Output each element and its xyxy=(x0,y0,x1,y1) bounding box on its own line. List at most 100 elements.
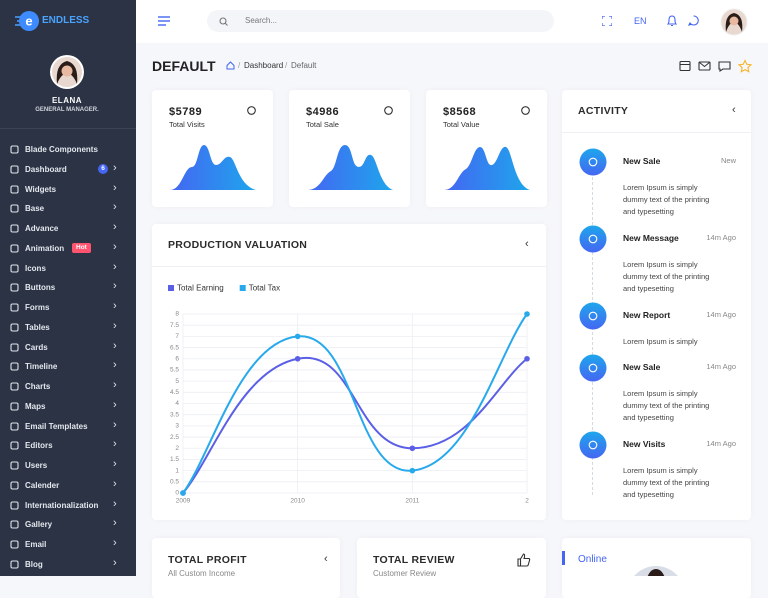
menu-item[interactable]: Gallery › xyxy=(0,517,136,532)
menu-label: Email Templates xyxy=(25,421,88,431)
y-tick-label: 2 xyxy=(175,445,179,452)
activity-time: 14m Ago xyxy=(706,310,736,319)
y-tick-label: 8 xyxy=(175,311,179,318)
chevron: › xyxy=(113,161,117,174)
y-tick-label: 1.5 xyxy=(170,456,179,463)
stat-icon xyxy=(247,106,256,115)
legend-swatch xyxy=(239,285,246,291)
menu-label: Dashboard xyxy=(25,164,67,174)
menu-label: Timeline xyxy=(25,362,58,372)
data-point xyxy=(409,445,416,452)
search-placeholder: Search... xyxy=(245,16,278,25)
thumb-icon xyxy=(517,553,531,567)
menu-item[interactable]: Cards › xyxy=(0,340,136,355)
icon-shape xyxy=(10,323,19,332)
menu-item[interactable]: Base › xyxy=(0,201,136,216)
home-icon[interactable] xyxy=(226,61,235,70)
bell-icon[interactable] xyxy=(667,15,677,27)
language[interactable]: EN xyxy=(634,16,647,26)
collapse-toggle[interactable]: ‹ xyxy=(324,553,328,565)
x-tick-label: 2010 xyxy=(290,498,305,505)
menu-icon xyxy=(10,481,19,490)
search-box[interactable]: Search... xyxy=(207,10,554,32)
menu-item[interactable]: Charts › xyxy=(0,379,136,394)
menu-item[interactable]: Widgets › xyxy=(0,181,136,197)
collapse-toggle[interactable]: ‹ xyxy=(732,104,736,116)
svg-text:e: e xyxy=(25,13,32,28)
sparkline xyxy=(307,145,393,190)
y-tick-label: 7.5 xyxy=(170,322,179,329)
activity-icon xyxy=(579,225,607,253)
menu-item[interactable]: Email Templates › xyxy=(0,419,136,434)
review-card: TOTAL REVIEW Customer Review xyxy=(357,538,546,598)
menu-item[interactable]: Dashboard 6 › xyxy=(0,161,136,177)
menu-badge: 6 xyxy=(98,164,108,175)
menu-item[interactable]: Forms › xyxy=(0,300,136,315)
icon-bg xyxy=(579,225,607,253)
menu-toggle[interactable] xyxy=(158,16,170,26)
activity-icon xyxy=(579,302,607,330)
chevron: › xyxy=(113,201,117,214)
chat-icon[interactable] xyxy=(688,15,699,26)
icon-shape xyxy=(10,283,19,292)
menu-item[interactable]: Blog › xyxy=(0,556,136,572)
menu-label: Users xyxy=(25,461,48,470)
menu-label: Maps xyxy=(25,401,46,411)
menu-item[interactable]: Blade Components xyxy=(0,143,136,157)
collapse-toggle[interactable]: ‹ xyxy=(525,238,529,250)
icon-shape xyxy=(588,234,598,244)
menu-label: Charts xyxy=(25,382,51,391)
activity-card: ACTIVITY ‹ New Sale New Lorem Ipsum is sim… xyxy=(562,90,751,520)
data-point xyxy=(524,311,530,317)
menu-badge: Hot xyxy=(72,243,91,254)
icon-shape xyxy=(10,560,19,569)
page: e ENDLESS ELANA GENERAL MANAGER. Blade C… xyxy=(0,0,753,578)
menu-item[interactable]: Tables › xyxy=(0,320,136,335)
legend-swatch xyxy=(168,285,174,291)
stat-value: $4986 xyxy=(306,106,340,118)
menu-item[interactable]: Editors › xyxy=(0,438,136,453)
menu-label: Buttons xyxy=(25,283,56,293)
menu-item[interactable]: Internationalization › xyxy=(0,497,136,513)
icon-shape xyxy=(10,184,19,194)
chevron: › xyxy=(113,438,117,451)
data-point xyxy=(294,333,301,340)
menu-item[interactable]: Advance › xyxy=(0,221,136,236)
header-actions xyxy=(679,59,753,73)
activity-icon xyxy=(579,354,607,382)
menu-item[interactable]: Users › xyxy=(0,458,136,473)
menu-item[interactable]: Icons › xyxy=(0,261,136,276)
activity-title: New Report xyxy=(623,310,671,320)
fullscreen-icon[interactable] xyxy=(602,16,612,26)
breadcrumb-link[interactable]: Dashboard xyxy=(244,61,284,70)
calendar-icon[interactable] xyxy=(679,60,691,72)
menu-icon xyxy=(10,224,19,233)
menu-item[interactable]: Timeline › xyxy=(0,359,136,374)
online-avatar xyxy=(634,566,678,576)
y-tick-label: 0.5 xyxy=(170,479,179,486)
chevron: › xyxy=(113,181,117,194)
chevron: › xyxy=(113,359,117,372)
menu-item[interactable]: Buttons › xyxy=(0,280,136,295)
activity-text: Lorem Ipsum is simply dummy text of the … xyxy=(623,260,710,293)
menu-item[interactable]: Maps › xyxy=(0,399,136,414)
menu-item[interactable]: Calender › xyxy=(0,478,136,493)
star-icon[interactable] xyxy=(737,59,753,73)
menu-item[interactable]: Animation Hot › xyxy=(0,240,136,256)
activity-title: New Visits xyxy=(623,439,666,449)
y-tick-label: 6 xyxy=(175,355,179,362)
menu-item[interactable]: Email › xyxy=(0,537,136,552)
icon-shape xyxy=(10,165,19,174)
menu-icon xyxy=(10,540,19,549)
activity-title: New Message xyxy=(623,233,679,243)
mail-icon[interactable] xyxy=(698,61,711,71)
icon-shape xyxy=(10,421,19,431)
activity-text: Lorem Ipsum is simply xyxy=(623,337,698,346)
y-tick-label: 6.5 xyxy=(170,344,179,351)
chevron: › xyxy=(113,240,117,253)
chevron: › xyxy=(113,497,117,510)
chat-icon[interactable] xyxy=(718,61,731,73)
chevron: › xyxy=(113,556,117,569)
icon-bg xyxy=(579,302,607,330)
user-avatar[interactable] xyxy=(720,8,748,36)
